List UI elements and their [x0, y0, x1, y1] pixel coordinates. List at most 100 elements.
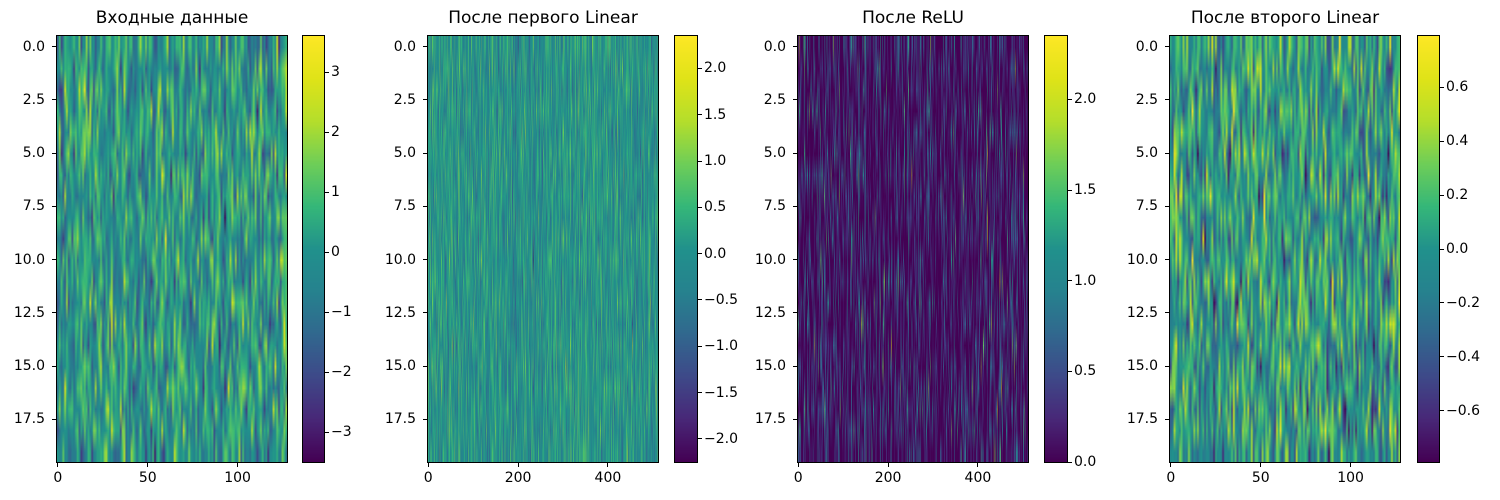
- linear2-axes-frame: [1169, 35, 1401, 463]
- x-tick-mark: [1170, 463, 1172, 467]
- x-tick-label: 100: [1337, 470, 1364, 486]
- y-tick-mark: [793, 99, 797, 101]
- y-tick-mark: [1165, 46, 1169, 48]
- y-tick-mark: [793, 46, 797, 48]
- colorbar-tick-label: 0.2: [1446, 187, 1469, 204]
- y-tick-label: 0.0: [393, 38, 416, 55]
- colorbar-tick-mark: [1440, 356, 1444, 358]
- x-tick-label: 400: [964, 470, 992, 486]
- y-tick-mark: [423, 259, 427, 261]
- x-tick-mark: [797, 463, 799, 467]
- colorbar-tick-mark: [698, 206, 702, 208]
- colorbar-tick-mark: [698, 160, 702, 162]
- colorbar-tick-label: 1.0: [1074, 272, 1097, 289]
- colorbar-tick-mark: [1068, 280, 1072, 282]
- y-tick-mark: [52, 259, 56, 261]
- x-tick-mark: [1260, 463, 1262, 467]
- colorbar-tick-label: −3: [331, 424, 352, 440]
- colorbar-tick-label: −0.4: [1446, 348, 1480, 365]
- y-tick-label: 15.0: [13, 358, 45, 375]
- x-tick-label: 50: [138, 470, 157, 486]
- y-tick-mark: [423, 46, 427, 48]
- y-tick-mark: [1165, 152, 1169, 154]
- y-tick-label: 7.5: [22, 198, 45, 215]
- x-tick-mark: [147, 463, 149, 467]
- y-tick-label: 10.0: [13, 251, 45, 268]
- colorbar-tick-label: 3: [331, 64, 340, 80]
- y-tick-mark: [423, 418, 427, 420]
- relu-colorbar-frame: [1044, 35, 1068, 463]
- y-tick-label: 15.0: [1126, 358, 1158, 375]
- y-tick-label: 0.0: [22, 38, 45, 55]
- y-tick-label: 12.5: [1126, 304, 1158, 321]
- colorbar-tick-mark: [698, 392, 702, 394]
- y-tick-mark: [52, 46, 56, 48]
- subplot-linear2-title: После второго Linear: [1190, 8, 1380, 28]
- y-tick-label: 15.0: [384, 358, 416, 375]
- colorbar-tick-mark: [1068, 189, 1072, 191]
- y-tick-label: 17.5: [1126, 411, 1158, 428]
- linear2-colorbar-frame: [1417, 35, 1440, 463]
- x-tick-mark: [977, 463, 979, 467]
- colorbar-tick-label: 0.6: [1446, 79, 1469, 96]
- colorbar-tick-label: 1: [331, 184, 340, 200]
- x-tick-label: 200: [504, 470, 532, 486]
- colorbar-tick-label: 0.0: [704, 245, 727, 262]
- colorbar-tick-label: 1.5: [1074, 182, 1097, 199]
- y-tick-mark: [1165, 418, 1169, 420]
- colorbar-tick-label: −1: [331, 304, 352, 320]
- colorbar-tick-label: 2: [331, 124, 340, 140]
- subplot-input-title: Входные данные: [95, 8, 249, 28]
- y-tick-mark: [423, 99, 427, 101]
- linear1-colorbar-frame: [674, 35, 698, 463]
- y-tick-mark: [423, 365, 427, 367]
- y-tick-mark: [1165, 259, 1169, 261]
- colorbar-tick-mark: [325, 251, 329, 253]
- y-tick-mark: [52, 418, 56, 420]
- colorbar-tick-mark: [1440, 86, 1444, 88]
- colorbar-tick-label: 0.0: [1446, 241, 1469, 257]
- y-tick-label: 15.0: [754, 358, 786, 375]
- x-tick-mark: [887, 463, 889, 467]
- x-tick-mark: [427, 463, 429, 467]
- y-tick-mark: [1165, 99, 1169, 101]
- colorbar-tick-mark: [698, 114, 702, 116]
- x-tick-mark: [517, 463, 519, 467]
- input-heatmap-image: [57, 36, 287, 462]
- y-tick-mark: [423, 152, 427, 154]
- colorbar-tick-label: 1.5: [704, 106, 727, 123]
- x-tick-mark: [237, 463, 239, 467]
- y-tick-label: 5.0: [763, 145, 786, 162]
- y-tick-label: 2.5: [763, 91, 786, 108]
- y-tick-label: 17.5: [384, 411, 416, 428]
- y-tick-mark: [52, 205, 56, 207]
- colorbar-tick-mark: [325, 131, 329, 133]
- y-tick-mark: [423, 205, 427, 207]
- y-tick-label: 2.5: [393, 91, 416, 108]
- x-tick-mark: [607, 463, 609, 467]
- colorbar-tick-label: 0.4: [1446, 133, 1469, 150]
- x-tick-label: 200: [874, 470, 902, 486]
- colorbar-tick-mark: [1440, 194, 1444, 196]
- colorbar-tick-label: −2: [331, 364, 352, 380]
- y-tick-label: 10.0: [1126, 251, 1158, 268]
- y-tick-mark: [793, 418, 797, 420]
- y-tick-label: 10.0: [754, 251, 786, 268]
- x-tick-label: 0: [793, 470, 803, 486]
- subplot-linear1-title: После первого Linear: [448, 8, 638, 28]
- colorbar-tick-label: 0: [331, 244, 340, 260]
- input-colorbar-gradient: [303, 36, 324, 462]
- y-tick-mark: [1165, 312, 1169, 314]
- colorbar-tick-label: −0.5: [704, 291, 738, 308]
- colorbar-tick-mark: [1068, 98, 1072, 100]
- y-tick-label: 5.0: [1135, 145, 1158, 162]
- colorbar-tick-mark: [698, 67, 702, 69]
- colorbar-tick-mark: [1068, 461, 1072, 463]
- colorbar-tick-mark: [1440, 140, 1444, 142]
- colorbar-tick-label: 0.0: [1074, 454, 1097, 470]
- x-tick-mark: [1350, 463, 1352, 467]
- relu-heatmap-image: [798, 36, 1028, 462]
- x-tick-label: 0: [53, 470, 63, 486]
- y-tick-mark: [793, 312, 797, 314]
